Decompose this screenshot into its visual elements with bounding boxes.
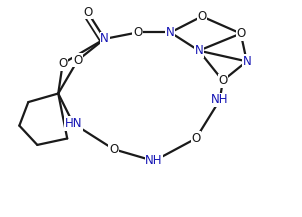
Text: O: O: [218, 74, 227, 87]
Text: O: O: [84, 6, 93, 19]
Text: O: O: [236, 27, 246, 40]
Text: O: O: [109, 143, 118, 156]
Text: HN: HN: [64, 117, 82, 130]
Text: N: N: [100, 32, 109, 45]
Text: O: O: [133, 26, 142, 39]
Text: NH: NH: [145, 155, 163, 168]
Text: N: N: [243, 55, 251, 68]
Text: O: O: [58, 57, 67, 70]
Text: NH: NH: [211, 94, 229, 106]
Text: N: N: [194, 44, 203, 57]
Text: N: N: [166, 26, 175, 39]
Text: O: O: [197, 10, 207, 23]
Text: O: O: [191, 132, 201, 145]
Text: O: O: [73, 54, 82, 67]
